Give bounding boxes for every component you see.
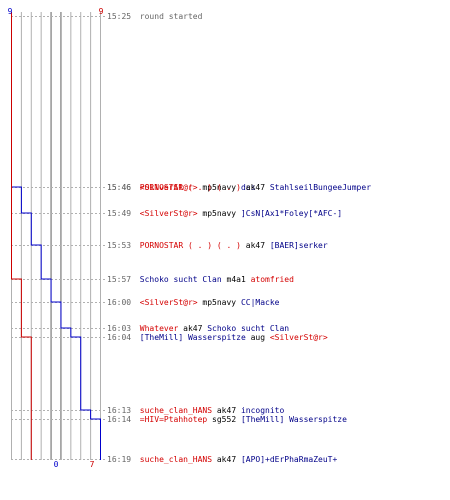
red-player-name: <SilverSt@r> [140,209,198,218]
event-text: round started [140,12,203,21]
event-row: 15:53 PORNOSTAR ( . ) ( . ) ak47 [BAER]se… [107,241,328,250]
weapon-label: mp5navy [198,209,241,218]
weapon-label: sg552 [207,415,241,424]
event-text: suche_clan_HANS ak47 [APO]+dErPhaRmaZeuT… [140,455,338,464]
event-text: <SilverSt@r> mp5navy ]CsN[Ax1*Foley[*AFC… [140,209,342,218]
weapon-label: mp5navy [198,298,241,307]
event-text: Whatever ak47 Schoko sucht Clan [140,324,289,333]
event-text: suche_clan_HANS ak47 incognito [140,406,285,415]
event-text: Schoko sucht Clan m4a1 atomfried [140,275,294,284]
event-row: 16:13 suche_clan_HANS ak47 incognito [107,406,284,415]
weapon-label: ak47 [178,324,207,333]
red-player-name: atomfried [251,275,295,284]
status-label: round started [140,12,203,21]
axis-ticks: 9 9 0 7 [8,7,104,469]
event-time: 16:04 [107,333,131,342]
red-player-name: suche_clan_HANS [140,406,212,415]
event-row: 16:04 [TheMill] Wasserspitze aug <SilverS… [107,333,328,342]
timeline-grid [11,12,105,460]
event-row: 15:49 <SilverSt@r> mp5navy ]CsN[Ax1*Foley… [107,209,342,218]
weapon-label: ak47 [241,241,270,250]
blue-player-name: StahlseilBungeeJumper [270,183,371,192]
event-time: 15:25 [107,12,131,21]
event-row: 16:03 Whatever ak47 Schoko sucht Clan [107,324,289,333]
event-time: 15:46 [107,183,131,192]
weapon-label: mp5navy [198,183,241,192]
blue-player-name: CC|Macke [241,298,280,307]
blue-player-name: ]CsN[Ax1*Foley[*AFC-] [241,209,342,218]
event-text: PORNOSTAR ( . ) ( . ) ak47 [BAER]serker [140,241,328,250]
blue-player-name: Schoko sucht Clan [207,324,289,333]
event-text: <SilverSt@r> mp5navy dcs [140,183,256,192]
red-player-name: <SilverSt@r> [270,333,328,342]
weapon-label: ak47 [212,455,241,464]
red-player-name: PORNOSTAR ( . ) ( . ) [140,183,241,192]
event-time: 16:03 [107,324,131,333]
event-row: 16:00 <SilverSt@r> mp5navy CC|Macke [107,298,280,307]
event-time: 16:00 [107,298,131,307]
weapon-label: aug [246,333,270,342]
weapon-label: ak47 [212,406,241,415]
red-player-name: PORNOSTAR ( . ) ( . ) [140,241,241,250]
event-text: =HIV=Ptahhotep sg552 [TheMill] Wasserspi… [140,415,347,424]
blue-player-name: [TheMill] Wasserspitze [241,415,347,424]
event-row: 16:14 =HIV=Ptahhotep sg552 [TheMill] Wass… [107,415,347,424]
event-row: 15:57 Schoko sucht Clan m4a1 atomfried [107,275,294,284]
blue-player-name: [TheMill] Wasserspitze [140,333,246,342]
red-top-tick-label: 9 [99,7,104,16]
event-text: [TheMill] Wasserspitze aug <SilverSt@r> [140,333,328,342]
blue-bottom-tick-label: 0 [54,460,59,469]
red-player-name: suche_clan_HANS [140,455,212,464]
blue-player-name: dcs [241,183,256,192]
weapon-label: m4a1 [222,275,251,284]
blue-player-name: [APO]+dErPhaRmaZeuT+ [241,455,338,464]
score-lines [11,12,101,460]
red-player-name: =HIV=Ptahhotep [140,415,208,424]
blue-player-name: incognito [241,406,285,415]
event-log: 15:25 round started 15:46 <SilverSt@r> mp5n… [107,12,371,464]
red-player-name: <SilverSt@r> [140,183,198,192]
blue-top-tick-label: 9 [8,7,13,16]
event-row: 15:25 round started [107,12,203,21]
event-row: 15:46 <SilverSt@r> mp5navy dcs [107,183,256,192]
event-time: 16:19 [107,455,131,464]
event-time: 15:46 [107,183,131,192]
event-text: PORNOSTAR ( . ) ( . ) ak47 StahlseilBung… [140,183,371,192]
event-time: 15:49 [107,209,131,218]
event-time: 15:57 [107,275,131,284]
blue-player-name: [BAER]serker [270,241,328,250]
red-team-score-line [11,12,32,460]
event-time: 16:14 [107,415,131,424]
blue-player-name: Schoko sucht Clan [140,275,222,284]
event-row: 15:46 PORNOSTAR ( . ) ( . ) ak47 Stahlsei… [107,183,371,192]
event-row: 16:19 suche_clan_HANS ak47 [APO]+dErPhaRm… [107,455,337,464]
red-player-name: Whatever [140,324,179,333]
blue-team-score-line [11,12,101,460]
event-time: 15:53 [107,241,131,250]
red-player-name: <SilverSt@r> [140,298,198,307]
event-time: 16:13 [107,406,131,415]
event-text: <SilverSt@r> mp5navy CC|Macke [140,298,280,307]
weapon-label: ak47 [241,183,270,192]
red-bottom-tick-label: 7 [90,460,95,469]
